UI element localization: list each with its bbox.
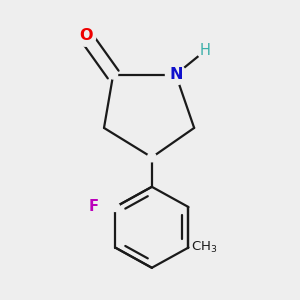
Circle shape <box>75 26 96 46</box>
Text: O: O <box>79 28 92 44</box>
Text: H: H <box>200 43 211 58</box>
Text: N: N <box>169 67 182 82</box>
Circle shape <box>166 64 186 85</box>
Circle shape <box>171 70 180 79</box>
Circle shape <box>147 153 156 162</box>
Circle shape <box>111 202 120 211</box>
Circle shape <box>109 70 118 79</box>
Text: CH$_3$: CH$_3$ <box>191 240 218 255</box>
Text: F: F <box>89 199 99 214</box>
Circle shape <box>197 43 213 59</box>
